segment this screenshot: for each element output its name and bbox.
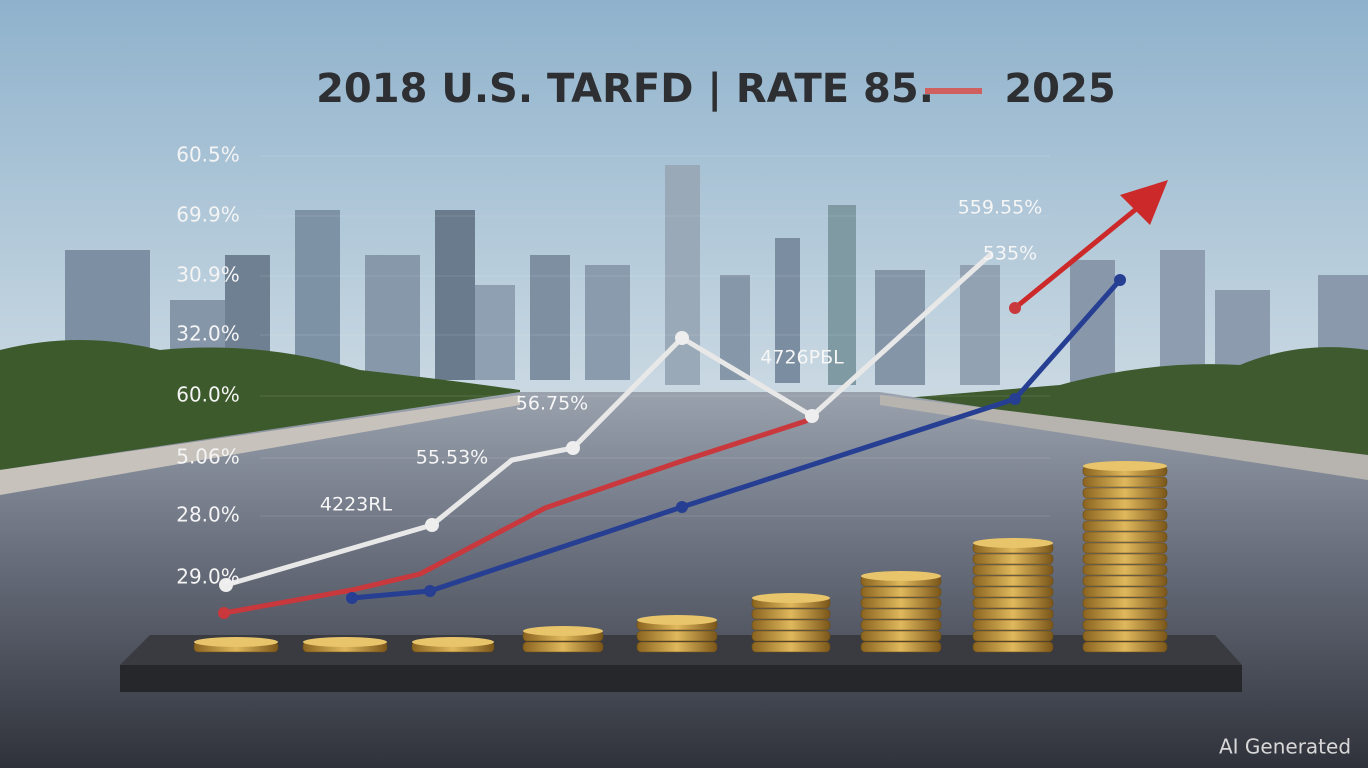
annotation: 4223RL	[320, 494, 393, 516]
annotation: 4726PБL	[760, 347, 844, 369]
coin	[636, 630, 718, 642]
coin	[860, 641, 942, 653]
coin	[1082, 608, 1168, 620]
coin	[1082, 520, 1168, 532]
building	[875, 270, 925, 385]
coin	[1082, 641, 1168, 653]
axis-label: 29.0%	[176, 565, 240, 589]
building	[365, 255, 420, 380]
axis-label: 28.0%	[176, 503, 240, 527]
axis-label: 5.06%	[176, 445, 240, 469]
coin-top	[412, 637, 494, 647]
coin	[1082, 619, 1168, 631]
ledge-left	[0, 395, 520, 495]
axis-label: 60.5%	[176, 143, 240, 167]
building	[828, 205, 856, 385]
coin	[972, 630, 1054, 642]
coin	[860, 630, 942, 642]
coin	[751, 608, 831, 620]
coin	[751, 619, 831, 631]
coin	[972, 564, 1054, 576]
annotation: 559.55%	[958, 197, 1043, 219]
coin	[972, 586, 1054, 598]
coin	[1082, 564, 1168, 576]
trees-left	[0, 340, 520, 470]
building	[475, 285, 515, 380]
coin	[972, 575, 1054, 587]
red-line	[221, 418, 809, 616]
coin	[1082, 476, 1168, 488]
axis-label: 60.0%	[176, 383, 240, 407]
coin-top	[752, 593, 830, 603]
coin	[1082, 575, 1168, 587]
axis-label: 32.0%	[176, 322, 240, 346]
coin	[751, 641, 831, 653]
annotation: 55.53%	[416, 447, 488, 469]
coin	[522, 641, 604, 653]
red-arrow-shaft	[1012, 207, 1138, 311]
coin	[636, 641, 718, 653]
title-left: 2018 U.S. TARFD | RATE 85.	[316, 66, 934, 113]
building	[530, 255, 570, 380]
building	[435, 210, 475, 380]
watermark: AI Generated	[1219, 735, 1351, 759]
red-arrow-head	[1120, 180, 1168, 225]
coin	[1082, 487, 1168, 499]
coin	[860, 619, 942, 631]
coin	[860, 608, 942, 620]
coin	[972, 553, 1054, 565]
title-right: 2025	[1004, 66, 1115, 112]
annotations: 4223RL 55.53% 56.75% 4726PБL 559.55% 535%	[320, 197, 1042, 516]
axis-label: 30.9%	[176, 263, 240, 287]
skyline	[65, 165, 1368, 385]
axis-labels: 60.5% 69.9% 30.9% 32.0% 60.0% 5.06% 28.0% 29.0%	[176, 143, 240, 589]
coin	[1082, 509, 1168, 521]
coin-top	[861, 571, 941, 581]
coin-top	[523, 626, 603, 636]
coin	[1082, 498, 1168, 510]
ledge-right	[880, 395, 1368, 480]
building	[1070, 260, 1115, 385]
coin-top	[1083, 461, 1167, 471]
coin	[860, 597, 942, 609]
coin	[972, 608, 1054, 620]
coin	[1082, 586, 1168, 598]
coin	[1082, 597, 1168, 609]
annotation: 535%	[983, 243, 1037, 265]
coin	[860, 586, 942, 598]
trees-right	[880, 347, 1368, 460]
coin	[972, 597, 1054, 609]
coin	[972, 619, 1054, 631]
coin	[1082, 531, 1168, 543]
points	[218, 274, 1126, 619]
coin	[751, 630, 831, 642]
annotation: 56.75%	[516, 393, 588, 415]
building	[960, 265, 1000, 385]
coin-top	[637, 615, 717, 625]
platform	[120, 665, 1242, 692]
coin	[972, 641, 1054, 653]
building	[585, 265, 630, 380]
axis-label: 69.9%	[176, 203, 240, 227]
coin	[1082, 542, 1168, 554]
building	[775, 238, 800, 383]
coin-top	[303, 637, 387, 647]
coin-top	[194, 637, 278, 647]
coin	[1082, 553, 1168, 565]
coin-top	[973, 538, 1053, 548]
building	[1160, 250, 1205, 385]
coin	[1082, 630, 1168, 642]
building	[295, 210, 340, 380]
coin-stacks	[193, 461, 1168, 653]
